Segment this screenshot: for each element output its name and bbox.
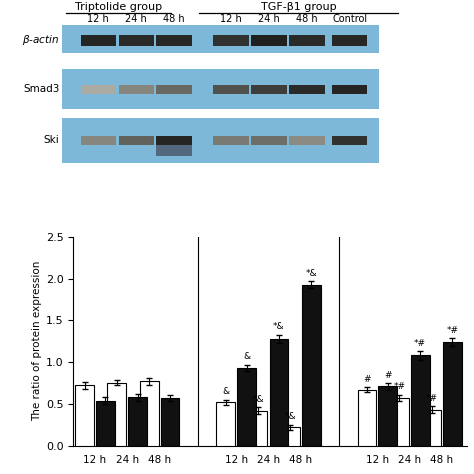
Text: *#: *# bbox=[426, 394, 438, 403]
Text: Ski: Ski bbox=[44, 136, 59, 146]
FancyBboxPatch shape bbox=[332, 85, 367, 93]
Bar bbox=[443, 342, 462, 446]
Bar bbox=[161, 398, 179, 446]
Bar bbox=[422, 410, 441, 446]
FancyBboxPatch shape bbox=[81, 85, 116, 93]
FancyBboxPatch shape bbox=[118, 85, 154, 93]
Text: 48 h: 48 h bbox=[164, 14, 185, 24]
Text: &: & bbox=[243, 352, 250, 361]
FancyBboxPatch shape bbox=[62, 118, 379, 163]
Bar bbox=[357, 390, 376, 446]
Bar bbox=[140, 381, 158, 446]
Text: Control: Control bbox=[332, 14, 367, 24]
FancyBboxPatch shape bbox=[156, 145, 192, 156]
Text: Triptolide group: Triptolide group bbox=[75, 2, 162, 12]
Text: 24 h: 24 h bbox=[258, 14, 280, 24]
FancyBboxPatch shape bbox=[289, 136, 325, 145]
Bar bbox=[237, 368, 256, 446]
Y-axis label: The ratio of protein expression: The ratio of protein expression bbox=[32, 261, 42, 421]
Bar bbox=[281, 427, 300, 446]
FancyBboxPatch shape bbox=[156, 35, 192, 46]
Text: #: # bbox=[363, 375, 371, 384]
FancyBboxPatch shape bbox=[289, 35, 325, 46]
Bar bbox=[390, 398, 409, 446]
Bar bbox=[216, 402, 235, 446]
FancyBboxPatch shape bbox=[213, 136, 249, 145]
Bar bbox=[411, 356, 429, 446]
FancyBboxPatch shape bbox=[251, 136, 287, 145]
FancyBboxPatch shape bbox=[332, 35, 367, 46]
Text: *&: *& bbox=[305, 269, 317, 278]
FancyBboxPatch shape bbox=[81, 35, 116, 46]
Text: *#: *# bbox=[393, 383, 405, 392]
Text: &: & bbox=[222, 387, 229, 396]
FancyBboxPatch shape bbox=[251, 85, 287, 93]
FancyBboxPatch shape bbox=[81, 136, 116, 145]
FancyBboxPatch shape bbox=[251, 35, 287, 46]
FancyBboxPatch shape bbox=[118, 136, 154, 145]
FancyBboxPatch shape bbox=[118, 35, 154, 46]
FancyBboxPatch shape bbox=[62, 25, 379, 54]
Text: 12 h: 12 h bbox=[220, 14, 242, 24]
Bar bbox=[96, 401, 115, 446]
Text: *&: *& bbox=[284, 412, 296, 421]
Bar bbox=[75, 385, 94, 446]
Text: TGF-β1 group: TGF-β1 group bbox=[261, 2, 337, 12]
Bar bbox=[270, 339, 288, 446]
FancyBboxPatch shape bbox=[213, 35, 249, 46]
Bar bbox=[302, 284, 320, 446]
Text: #: # bbox=[384, 371, 392, 380]
Text: 12 h: 12 h bbox=[88, 14, 109, 24]
Bar bbox=[378, 386, 397, 446]
Bar bbox=[249, 410, 267, 446]
Text: *#: *# bbox=[414, 339, 426, 348]
FancyBboxPatch shape bbox=[156, 136, 192, 145]
Bar bbox=[108, 383, 126, 446]
Text: 48 h: 48 h bbox=[296, 14, 318, 24]
FancyBboxPatch shape bbox=[156, 85, 192, 93]
FancyBboxPatch shape bbox=[289, 85, 325, 93]
FancyBboxPatch shape bbox=[62, 69, 379, 109]
FancyBboxPatch shape bbox=[332, 136, 367, 145]
Text: *&: *& bbox=[252, 395, 264, 404]
Text: 24 h: 24 h bbox=[126, 14, 147, 24]
Text: $\beta$-actin: $\beta$-actin bbox=[22, 33, 59, 47]
Text: *#: *# bbox=[447, 326, 458, 335]
Text: *&: *& bbox=[273, 322, 285, 331]
Bar bbox=[128, 397, 147, 446]
Text: Smad3: Smad3 bbox=[23, 84, 59, 94]
FancyBboxPatch shape bbox=[213, 85, 249, 93]
